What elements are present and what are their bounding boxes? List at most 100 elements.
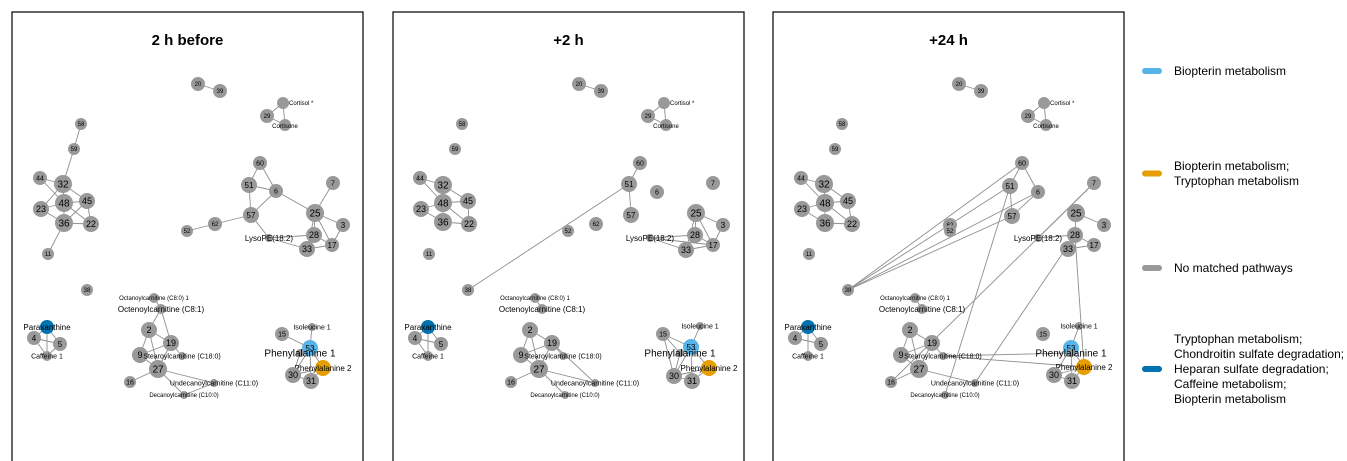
node-label: Cortisone — [272, 124, 298, 130]
node-label: 59 — [832, 147, 839, 153]
node-label: 11 — [45, 252, 52, 258]
node-label: 51 — [245, 181, 254, 190]
node-label: 29 — [264, 114, 271, 120]
node-9 — [513, 347, 529, 363]
node-label: 23 — [416, 204, 426, 214]
edge — [551, 342, 596, 384]
node-label: 25 — [1070, 209, 1082, 220]
node-phe1 — [296, 349, 304, 357]
node-45 — [79, 193, 95, 209]
node-label: 9 — [137, 350, 142, 360]
legend-swatch — [1142, 170, 1162, 177]
node-31 — [1064, 373, 1080, 389]
edge — [944, 185, 1011, 396]
node-51 — [1002, 178, 1018, 194]
node-label: 17 — [1090, 241, 1099, 250]
node-16 — [505, 376, 517, 388]
node-22 — [461, 216, 477, 232]
node-25 — [306, 204, 324, 222]
node-22 — [83, 216, 99, 232]
legend-swatch — [1142, 366, 1162, 372]
node-label: Octanoylcarnitine (C8:0) 1 — [119, 296, 189, 302]
node-30 — [285, 367, 301, 383]
edge — [974, 234, 1076, 384]
node-stearoyl — [939, 352, 947, 360]
node-33 — [678, 242, 694, 258]
node-9 — [893, 347, 909, 363]
node-label: Undecanoylcarnitine (C11:0) — [551, 380, 639, 387]
node-caffeine — [803, 351, 813, 361]
node-label: LysoPE(18:2) — [245, 234, 294, 243]
edge — [847, 185, 1011, 291]
node-3 — [716, 218, 730, 232]
node-label: 33 — [681, 245, 691, 255]
node-2 — [522, 322, 538, 338]
node-label: 15 — [659, 331, 667, 338]
node-57 — [1004, 208, 1020, 224]
node-label: 53 — [687, 343, 696, 352]
node-9 — [132, 347, 148, 363]
node-32 — [815, 175, 833, 193]
node-label: 51 — [625, 180, 634, 189]
node-label: 16 — [126, 379, 134, 386]
node-7 — [1087, 176, 1101, 190]
node-octanoyl — [910, 293, 920, 303]
node-label: 45 — [82, 196, 92, 206]
node-53 — [1063, 340, 1079, 356]
node-undecanoyl — [210, 379, 218, 387]
node-39 — [213, 84, 227, 98]
edge — [847, 191, 1039, 291]
node-decanoyl — [561, 391, 569, 399]
node-31 — [684, 373, 700, 389]
node-label: Paraxanthine — [404, 323, 452, 332]
node-label: 19 — [547, 338, 557, 348]
node-2 — [902, 322, 918, 338]
node-label: Octenoylcarnitine (C8:1) — [499, 305, 586, 314]
legend-label: Tryptophan metabolism; — [1174, 332, 1302, 346]
node-octanoyl — [530, 293, 540, 303]
node-label: Cortisol * — [289, 101, 314, 107]
node-label: 7 — [711, 180, 715, 187]
node-paraxanthine — [40, 320, 54, 334]
legend-label: Caffeine metabolism; — [1174, 377, 1287, 391]
node-label: 5 — [819, 340, 824, 349]
node-label: 28 — [1070, 230, 1080, 240]
node-label: 19 — [166, 338, 176, 348]
node-32 — [54, 175, 72, 193]
edge — [467, 183, 630, 291]
node-label: 3 — [341, 221, 346, 230]
legend-label: Biopterin metabolism — [1174, 392, 1286, 406]
node-decanoyl — [941, 391, 949, 399]
node-label: Phenylalanine 2 — [295, 364, 352, 373]
node-28 — [1067, 227, 1083, 243]
panel-frame — [11, 11, 364, 461]
node-44 — [413, 171, 427, 185]
node-label: 45 — [843, 196, 853, 206]
node-label: 31 — [1067, 376, 1077, 386]
node-59 — [449, 143, 461, 155]
node-59 — [829, 143, 841, 155]
node-cortisone — [279, 119, 291, 131]
node-6 — [1031, 185, 1045, 199]
node-48 — [816, 194, 834, 212]
edge — [847, 162, 1023, 291]
node-label: Decanoylcarnitine (C10:0) — [910, 393, 979, 399]
node-11 — [803, 248, 815, 260]
node-phe2 — [701, 360, 717, 376]
node-label: 52 — [947, 229, 954, 235]
node-label: 30 — [1049, 370, 1059, 380]
node-23 — [794, 201, 810, 217]
node-62 — [589, 217, 603, 231]
node-label: 23 — [797, 204, 807, 214]
node-17 — [1087, 238, 1101, 252]
node-label: Cortisol * — [1050, 101, 1075, 107]
node-label: 32 — [57, 180, 69, 191]
node-label: 39 — [978, 89, 985, 95]
node-label: 33 — [302, 244, 312, 254]
node-caffeine — [423, 351, 433, 361]
node-16 — [885, 376, 897, 388]
node-36 — [55, 214, 73, 232]
